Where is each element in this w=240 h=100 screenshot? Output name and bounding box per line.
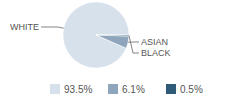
leader-line [128,42,139,43]
pie-slice [96,35,129,48]
legend-label: 0.5% [180,84,203,95]
legend-label: 6.1% [122,84,145,95]
legend-swatch [166,84,176,94]
slice-label: BLACK [141,48,171,58]
legend-label: 93.5% [64,84,92,95]
legend-swatch [50,84,60,94]
leader-line [129,36,139,53]
leader-line [41,27,64,28]
legend-swatch [108,84,118,94]
slice-label: ASIAN [141,37,168,47]
chart: WHITE ASIANBLACK 93.5% 6.1% 0.5% [0,0,240,100]
legend: 93.5% 6.1% 0.5% [50,84,203,95]
pie [63,2,129,68]
pie-slice [63,2,129,68]
pie-slice [96,35,129,36]
slice-label: WHITE [10,22,39,32]
